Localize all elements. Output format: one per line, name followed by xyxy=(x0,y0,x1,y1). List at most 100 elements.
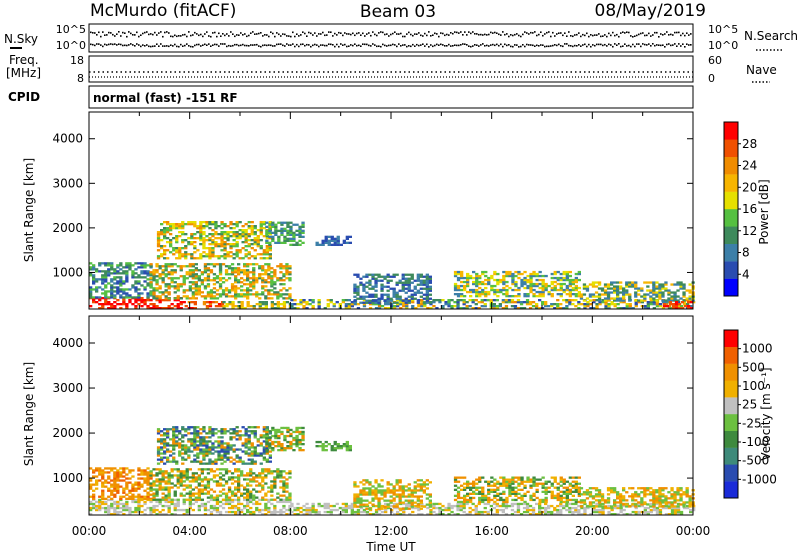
velocity-echo-cell xyxy=(390,510,394,514)
power-echo-cell xyxy=(214,241,218,244)
power-echo-cell xyxy=(261,291,265,294)
velocity-echo-cell xyxy=(190,426,194,429)
power-echo-cell xyxy=(679,305,684,308)
power-echo-cell xyxy=(393,307,397,310)
power-echo-cell xyxy=(353,283,357,286)
power-echo-cell xyxy=(252,271,256,274)
velocity-echo-cell xyxy=(152,506,156,510)
velocity-echo-cell xyxy=(104,497,108,500)
velocity-echo-cell xyxy=(167,486,171,489)
noise-sky-point xyxy=(480,33,482,36)
noise-sky-point xyxy=(494,31,496,34)
velocity-echo-cell xyxy=(202,458,206,461)
velocity-echo-cell xyxy=(197,498,201,501)
velocity-echo-cell xyxy=(167,474,171,477)
power-echo-cell xyxy=(163,235,167,238)
power-echo-cell xyxy=(206,291,211,294)
velocity-echo-cell xyxy=(308,513,312,516)
power-echo-cell xyxy=(392,273,396,276)
power-echo-cell xyxy=(230,289,235,292)
velocity-echo-cell xyxy=(237,476,241,479)
power-echo-cell xyxy=(178,225,182,228)
power-echo-cell xyxy=(277,221,281,224)
power-echo-cell xyxy=(562,278,566,282)
velocity-echo-cell xyxy=(173,490,177,493)
noise-sky-point xyxy=(510,34,512,36)
velocity-echo-cell xyxy=(119,485,123,488)
power-echo-cell xyxy=(565,270,569,274)
velocity-echo-cell xyxy=(450,504,454,508)
power-echo-cell xyxy=(170,277,174,280)
noise-sky-point xyxy=(606,35,608,38)
power-echo-cell xyxy=(208,255,212,258)
velocity-echo-cell xyxy=(285,482,289,485)
power-echo-cell xyxy=(392,293,396,296)
velocity-echo-cell xyxy=(282,490,286,493)
power-echo-cell xyxy=(345,235,349,238)
power-echo-cell xyxy=(514,282,518,286)
velocity-echo-cell xyxy=(616,506,620,510)
power-echo-cell xyxy=(298,243,302,246)
noise-sky-point xyxy=(450,32,452,34)
power-echo-cell xyxy=(95,268,99,271)
power-echo-cell xyxy=(182,301,186,304)
power-echo-cell xyxy=(143,301,147,304)
power-echo-cell xyxy=(270,275,274,278)
power-echo-cell xyxy=(502,286,506,290)
velocity-echo-cell xyxy=(341,506,345,510)
power-echo-cell xyxy=(184,305,188,308)
power-echo-cell xyxy=(670,291,674,294)
noise-search-point xyxy=(578,44,580,46)
velocity-echo-cell xyxy=(246,496,250,499)
power-echo-cell xyxy=(184,253,188,256)
noise-sky-point xyxy=(538,33,540,36)
velocity-echo-cell xyxy=(447,508,451,512)
noise-search-point xyxy=(334,45,336,48)
power-echo-cell xyxy=(425,273,429,276)
power-echo-cell xyxy=(203,269,208,272)
noise-search-point xyxy=(94,44,96,47)
power-echo-cell xyxy=(244,241,248,244)
velocity-echo-cell xyxy=(149,489,153,492)
power-echo-cell xyxy=(155,263,159,266)
power-echo-cell xyxy=(508,286,512,290)
velocity-echo-cell xyxy=(286,445,290,448)
power-echo-cell xyxy=(556,299,560,302)
power-echo-cell xyxy=(556,303,560,306)
power-echo-cell xyxy=(218,293,223,296)
velocity-echo-cell xyxy=(607,510,611,514)
power-echo-cell xyxy=(234,287,238,290)
velocity-echo-cell xyxy=(247,436,251,439)
velocity-echo-cell xyxy=(205,436,209,439)
power-echo-cell xyxy=(478,290,482,294)
power-echo-cell xyxy=(368,293,372,296)
power-echo-cell xyxy=(222,307,226,310)
power-echo-cell xyxy=(416,301,420,304)
velocity-echo-cell xyxy=(134,483,138,486)
power-echo-cell xyxy=(205,255,209,258)
velocity-echo-cell xyxy=(175,442,179,445)
velocity-echo-cell xyxy=(288,472,292,475)
power-echo-cell xyxy=(181,239,185,242)
noise-search-point xyxy=(324,44,326,47)
power-echo-cell xyxy=(574,288,578,292)
power-echo-cell xyxy=(466,272,470,276)
velocity-echo-cell xyxy=(187,456,191,459)
velocity-echo-cell xyxy=(402,513,406,516)
power-echo-cell xyxy=(134,296,138,299)
velocity-echo-cell xyxy=(176,468,180,471)
power-echo-cell xyxy=(466,280,470,284)
noise-sky-point xyxy=(614,34,616,37)
power-echo-cell xyxy=(270,277,274,280)
power-echo-cell xyxy=(336,241,340,244)
power-echo-cell xyxy=(571,286,575,290)
velocity-echo-cell xyxy=(417,513,421,516)
power-echo-cell xyxy=(158,277,162,280)
velocity-echo-cell xyxy=(156,446,161,449)
velocity-echo-cell xyxy=(495,510,499,514)
velocity-echo-cell xyxy=(274,428,278,432)
velocity-echo-cell xyxy=(327,443,331,446)
velocity-echo-cell xyxy=(166,458,170,461)
velocity-echo-cell xyxy=(562,504,566,508)
noise-search-point xyxy=(682,43,684,45)
